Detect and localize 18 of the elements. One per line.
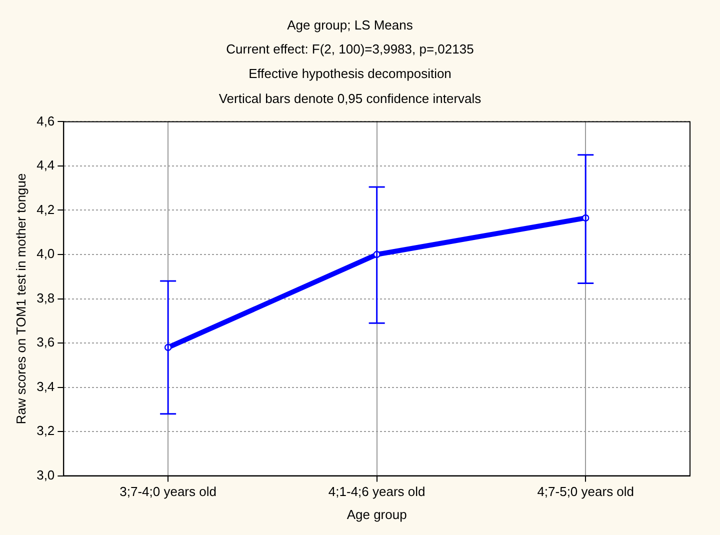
y-tick-label: 3,6	[36, 334, 55, 350]
y-tick-label: 3,4	[36, 378, 55, 394]
y-tick-label: 3,2	[36, 423, 55, 438]
y-tick-label: 3,0	[36, 467, 55, 482]
x-axis-title: Age group	[346, 506, 407, 522]
y-axis-title: Raw scores on TOM1 test in mother tongue	[13, 173, 28, 424]
x-tick-label: 3;7-4;0 years old	[120, 484, 216, 500]
y-tick-label: 3,8	[36, 290, 55, 306]
y-tick-label: 4,0	[36, 246, 55, 262]
x-tick-label: 4;1-4;6 years old	[328, 484, 426, 500]
chart-subtitle: Current effect: F(2, 100)=3,9983, p=,02135	[226, 42, 474, 57]
y-tick-label: 4,2	[36, 202, 55, 217]
x-tick-label: 4;7-5;0 years old	[537, 484, 634, 500]
text: Vertical bars denote 0,95 confidence intervals	[218, 90, 482, 106]
y-tick-label: 4,4	[36, 158, 55, 173]
chart-title: Age group; LS Means	[287, 17, 414, 32]
text: Effective hypothesis decomposition	[248, 66, 452, 82]
y-tick-label: 4,6	[36, 113, 55, 128]
